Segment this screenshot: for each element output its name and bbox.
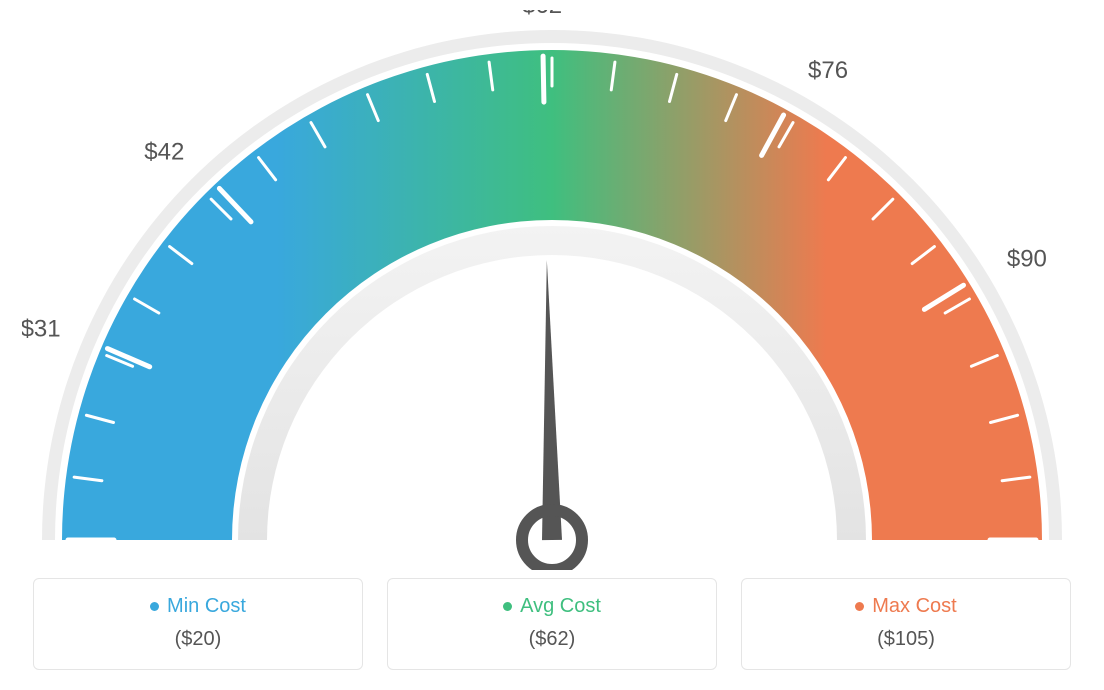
legend-label-avg: Avg Cost [520, 595, 601, 617]
dot-icon-max [855, 602, 864, 611]
dot-icon-min [150, 602, 159, 611]
gauge-tick-label: $62 [522, 10, 562, 19]
legend-card-avg: Avg Cost ($62) [387, 578, 717, 670]
gauge-tick-label: $31 [22, 315, 61, 342]
cost-gauge: $20$31$42$62$76$90$105 [22, 10, 1082, 570]
legend-value-max: ($105) [762, 628, 1050, 651]
legend-label-max: Max Cost [872, 595, 956, 617]
gauge-tick-label: $90 [1007, 245, 1047, 272]
legend-title-avg: Avg Cost [408, 595, 696, 618]
gauge-tick-label: $76 [808, 57, 848, 84]
legend-value-avg: ($62) [408, 628, 696, 651]
gauge-tick-label: $42 [144, 138, 184, 165]
legend-card-min: Min Cost ($20) [33, 578, 363, 670]
legend-title-min: Min Cost [54, 595, 342, 618]
legend-row: Min Cost ($20) Avg Cost ($62) Max Cost (… [33, 578, 1071, 670]
legend-label-min: Min Cost [167, 595, 246, 617]
dot-icon-avg [503, 602, 512, 611]
legend-title-max: Max Cost [762, 595, 1050, 618]
legend-value-min: ($20) [54, 628, 342, 651]
legend-card-max: Max Cost ($105) [741, 578, 1071, 670]
